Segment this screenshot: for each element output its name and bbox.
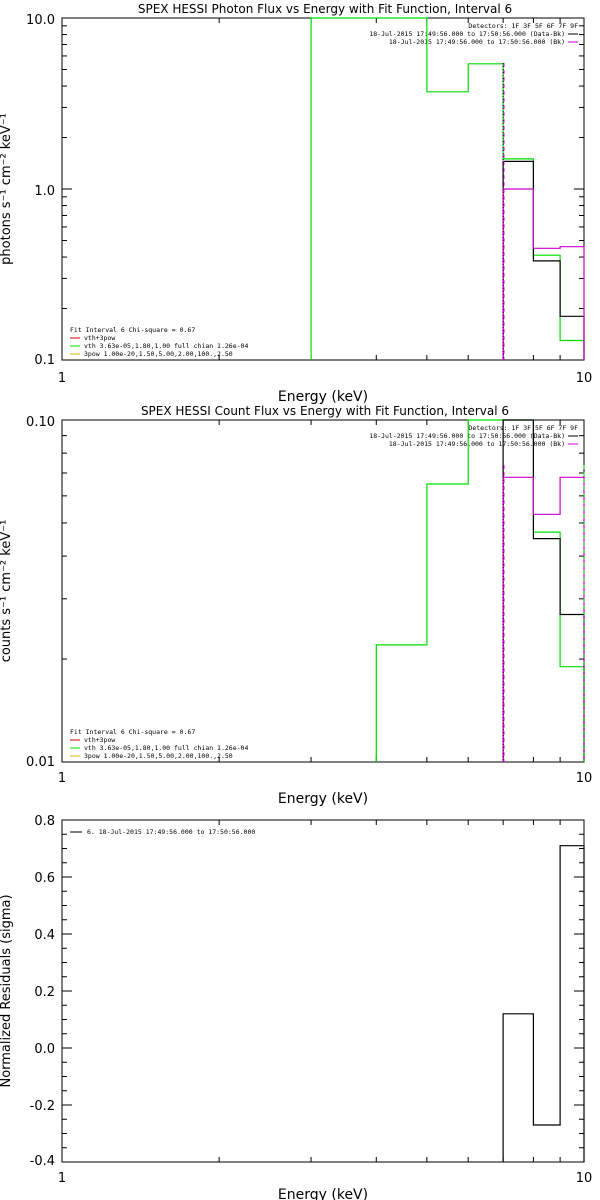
panel3-xtick-label: 10	[576, 1171, 593, 1186]
panel1-header-line: 18-Jul-2015 17:49:56.000 to 17:50:56.000…	[369, 30, 565, 38]
panel1-xtick-label: 10	[576, 371, 593, 386]
panel3-ytick-label: 0.6	[34, 871, 55, 886]
panel2-ytick-label: 0.01	[26, 755, 55, 770]
panel2-fit-info-line: vth 3.63e-05,1.80,1.00 full chian 1.26e-…	[84, 744, 248, 752]
panel1-ylabel: photons s⁻¹ cm⁻² keV⁻¹	[0, 113, 14, 265]
panel3-ytick-label: 0.2	[34, 985, 55, 1000]
panel2-xtick-label: 10	[576, 771, 593, 786]
data-bk-series-line	[502, 160, 585, 360]
bk-series-line	[502, 476, 585, 762]
panel3-ytick-label: 0.4	[34, 928, 55, 943]
bk-series-line	[502, 188, 585, 360]
panel2-fit-info-line: vth+3pow	[84, 736, 115, 744]
residuals-series-line	[502, 845, 585, 1162]
panel2-plot-frame	[61, 419, 585, 763]
panel1-xlabel: Energy (keV)	[278, 389, 368, 405]
panel3-plot-frame	[61, 819, 585, 1163]
panel1-xtick-label: 1	[58, 371, 66, 386]
panel1-header-line: 18-Jul-2015 17:49:56.000 to 17:50:56.000…	[389, 38, 565, 46]
panel3-ytick-label: 0.8	[34, 814, 55, 829]
panel2-header-line: Detectors: 1F 3F 5F 6F 7F 9F	[468, 424, 578, 432]
panel3-ytick-label: -0.4	[30, 1154, 55, 1169]
panel1-header-line: Detectors: 1F 3F 5F 6F 7F 9F	[468, 22, 578, 30]
fit-series-line	[375, 419, 585, 762]
panel2-series	[375, 419, 585, 762]
photon-flux-panel: SPEX HESSI Photon Flux vs Energy with Fi…	[0, 2, 592, 405]
panel3-xtick-label: 1	[58, 1171, 66, 1186]
panel2-fit-info-line: Fit Interval 6 Chi-square = 0.67	[70, 728, 195, 736]
panel1-series	[310, 17, 585, 360]
panel3-ylabel: Normalized Residuals (sigma)	[0, 894, 14, 1087]
residuals-panel: 0.8 0.6 0.4 0.2 0.0 -0.2 -0.4 1 10 Energ…	[0, 814, 592, 1200]
fit-series-line	[310, 17, 585, 360]
panel3-ytick-label: -0.2	[30, 1099, 55, 1114]
count-flux-panel: SPEX HESSI Count Flux vs Energy with Fit…	[0, 404, 592, 807]
panel2-ylabel: counts s⁻¹ cm⁻² keV⁻¹	[0, 520, 14, 663]
panel2-header-line: 18-Jul-2015 17:49:56.000 to 17:50:56.000…	[389, 440, 565, 448]
panel2-ticks	[61, 419, 585, 763]
panel3-xlabel: Energy (keV)	[278, 1187, 368, 1200]
panel3-ticks	[61, 819, 585, 1163]
panel3-series	[502, 845, 585, 1162]
panel3-legend-label: 6. 18-Jul-2015 17:49:56.000 to 17:50:56.…	[87, 828, 255, 836]
panel2-title: SPEX HESSI Count Flux vs Energy with Fit…	[141, 404, 509, 418]
panel1-ytick-label: 10.0	[26, 13, 55, 28]
panel1-ytick-label: 1.0	[34, 184, 55, 199]
panel2-fit-info-line: 3pow 1.00e-20,1.50,5.00,2.00,100.,2.50	[84, 752, 233, 760]
panel1-fit-info-line: 3pow 1.00e-20,1.50,5.00,2.00,100.,2.50	[84, 350, 233, 358]
panel1-fit-info-line: vth 3.63e-05,1.80,1.00 full chian 1.26e-…	[84, 342, 248, 350]
panel1-ytick-label: 0.1	[34, 353, 55, 368]
panel2-xtick-label: 1	[58, 771, 66, 786]
panel2-header-line: 18-Jul-2015 17:49:56.000 to 17:50:56.000…	[369, 432, 565, 440]
data-bk-series-line	[502, 419, 585, 762]
panel1-fit-info-line: vth+3pow	[84, 334, 115, 342]
panel2-xlabel: Energy (keV)	[278, 791, 368, 807]
panel2-ytick-label: 0.10	[26, 415, 55, 430]
panel3-ytick-label: 0.0	[34, 1042, 55, 1057]
panel1-title: SPEX HESSI Photon Flux vs Energy with Fi…	[138, 2, 512, 16]
panel1-fit-info-line: Fit Interval 6 Chi-square = 0.67	[70, 326, 195, 334]
